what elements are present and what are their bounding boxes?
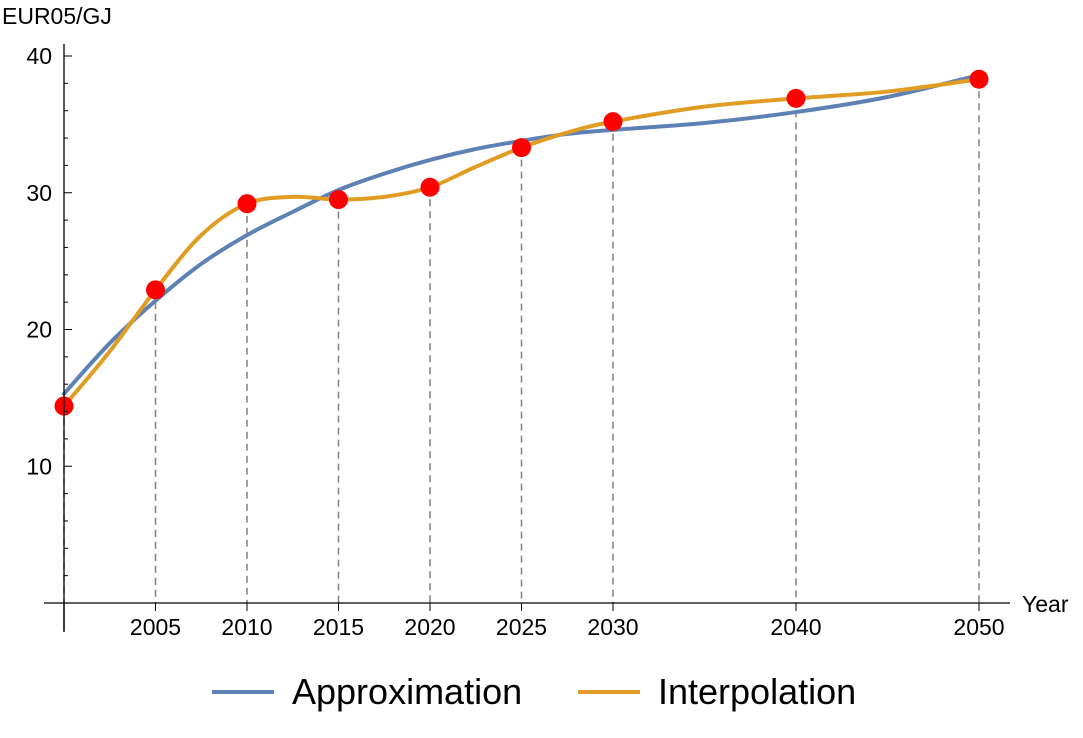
- x-ticks: 2005 2010 2015 2020 2025 2030 2040 2050: [63, 603, 1005, 640]
- data-point: [603, 112, 623, 132]
- x-tick-label: 2050: [953, 614, 1004, 640]
- x-tick-label: 2005: [130, 614, 181, 640]
- x-tick-label: 2040: [770, 614, 821, 640]
- legend-label-approximation: Approximation: [292, 671, 522, 712]
- y-tick-label: 30: [26, 180, 52, 206]
- data-point: [512, 138, 531, 158]
- x-axis-title: Year: [1022, 591, 1069, 617]
- x-tick-label: 2010: [221, 614, 272, 640]
- x-tick-label: 2015: [313, 614, 364, 640]
- guide-lines: [63, 79, 980, 603]
- y-tick-label: 10: [26, 453, 52, 479]
- data-point: [329, 190, 348, 210]
- y-tick-label: 40: [26, 43, 52, 69]
- y-ticks: 10 20 30 40: [26, 43, 72, 577]
- data-point: [237, 194, 257, 214]
- x-tick-label: 2025: [496, 614, 547, 640]
- y-axis-title: EUR05/GJ: [2, 3, 112, 29]
- x-tick-label: 2020: [404, 614, 455, 640]
- series-line-approximation: [62, 73, 981, 396]
- data-point: [420, 177, 440, 197]
- axes: [44, 44, 1010, 632]
- legend-label-interpolation: Interpolation: [658, 671, 856, 712]
- x-tick-label: 2030: [587, 614, 638, 640]
- data-point: [969, 69, 989, 89]
- y-tick-label: 20: [26, 317, 52, 343]
- legend: Approximation Interpolation: [212, 671, 856, 712]
- data-point: [146, 280, 165, 300]
- data-point: [786, 88, 806, 108]
- data-points: [54, 69, 989, 416]
